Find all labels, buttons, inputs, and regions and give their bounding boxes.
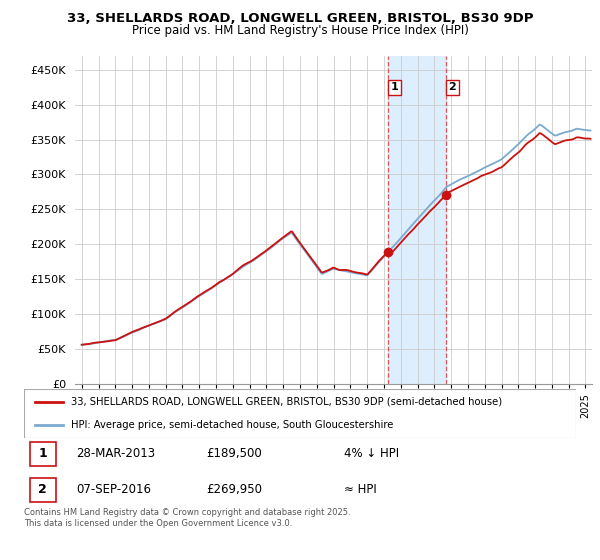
Text: 33, SHELLARDS ROAD, LONGWELL GREEN, BRISTOL, BS30 9DP: 33, SHELLARDS ROAD, LONGWELL GREEN, BRIS… xyxy=(67,12,533,25)
Text: 1: 1 xyxy=(38,447,47,460)
Text: 4% ↓ HPI: 4% ↓ HPI xyxy=(344,447,399,460)
Text: HPI: Average price, semi-detached house, South Gloucestershire: HPI: Average price, semi-detached house,… xyxy=(71,419,393,430)
Text: 2: 2 xyxy=(38,483,47,496)
Point xyxy=(441,191,451,200)
FancyBboxPatch shape xyxy=(29,478,56,502)
Text: 28-MAR-2013: 28-MAR-2013 xyxy=(76,447,155,460)
Point xyxy=(383,247,392,256)
Text: 33, SHELLARDS ROAD, LONGWELL GREEN, BRISTOL, BS30 9DP (semi-detached house): 33, SHELLARDS ROAD, LONGWELL GREEN, BRIS… xyxy=(71,397,502,407)
Text: Contains HM Land Registry data © Crown copyright and database right 2025.
This d: Contains HM Land Registry data © Crown c… xyxy=(24,508,350,528)
FancyBboxPatch shape xyxy=(29,441,56,466)
Text: 07-SEP-2016: 07-SEP-2016 xyxy=(76,483,151,496)
Text: 1: 1 xyxy=(391,82,398,92)
Text: £189,500: £189,500 xyxy=(206,447,262,460)
Text: £269,950: £269,950 xyxy=(206,483,262,496)
Text: Price paid vs. HM Land Registry's House Price Index (HPI): Price paid vs. HM Land Registry's House … xyxy=(131,24,469,36)
Text: 2: 2 xyxy=(448,82,456,92)
Bar xyxy=(388,56,446,384)
Text: ≈ HPI: ≈ HPI xyxy=(344,483,377,496)
